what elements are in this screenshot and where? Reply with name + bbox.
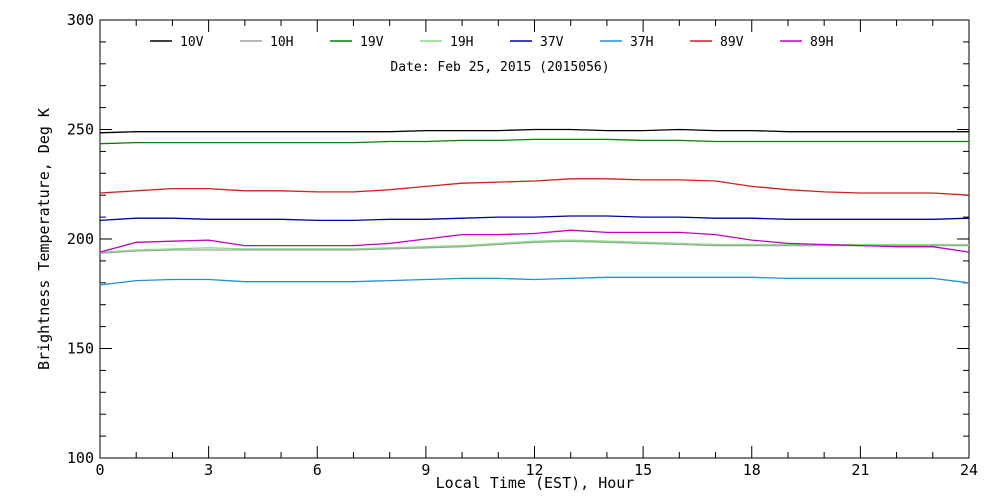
legend-label-37v: 37V [540, 35, 564, 50]
y-tick-label: 100 [67, 449, 94, 467]
legend-label-19h: 19H [450, 35, 473, 50]
series-lines [99, 128, 970, 286]
series-line-37v [99, 215, 970, 222]
legend-label-89v: 89V [720, 35, 744, 50]
series-line-89h [99, 229, 970, 253]
x-axis-ticks: 0 3 6 9 12 15 18 21 24 [95, 20, 978, 479]
series-line-37h [99, 276, 970, 286]
legend-label-10v: 10V [180, 35, 204, 50]
x-axis-label: Local Time (EST), Hour [436, 474, 635, 492]
series-line-10h [99, 240, 969, 254]
x-tick-label: 0 [95, 461, 104, 479]
x-tick-label: 18 [743, 461, 761, 479]
legend-label-89h: 89H [810, 35, 833, 50]
y-tick-label: 200 [67, 230, 94, 248]
plot-area [99, 19, 970, 459]
date-annotation: Date: Feb 25, 2015 (2015056) [390, 60, 609, 75]
series-line-89v [99, 178, 970, 196]
legend-label-10h: 10H [270, 35, 293, 50]
y-tick-label: 300 [67, 11, 94, 29]
plot-frame [99, 19, 970, 459]
x-tick-label: 12 [525, 461, 543, 479]
legend-label-37h: 37H [630, 35, 653, 50]
x-tick-label: 15 [634, 461, 652, 479]
x-tick-label: 3 [204, 461, 213, 479]
series-line-19v [99, 138, 969, 145]
x-tick-label: 21 [851, 461, 869, 479]
legend: 10V 10H 19V 19H 37V 37H 89V 89H [150, 35, 833, 50]
y-axis-label: Brightness Temperature, Deg K [35, 108, 53, 370]
y-tick-label: 250 [67, 121, 94, 139]
x-tick-label: 24 [960, 461, 978, 479]
x-tick-label: 9 [421, 461, 430, 479]
series-line-10v [99, 128, 969, 134]
x-tick-label: 6 [313, 461, 322, 479]
y-tick-label: 150 [67, 340, 94, 358]
y-axis-ticks: 100 150 200 250 300 [67, 11, 969, 467]
legend-label-19v: 19V [360, 35, 384, 50]
